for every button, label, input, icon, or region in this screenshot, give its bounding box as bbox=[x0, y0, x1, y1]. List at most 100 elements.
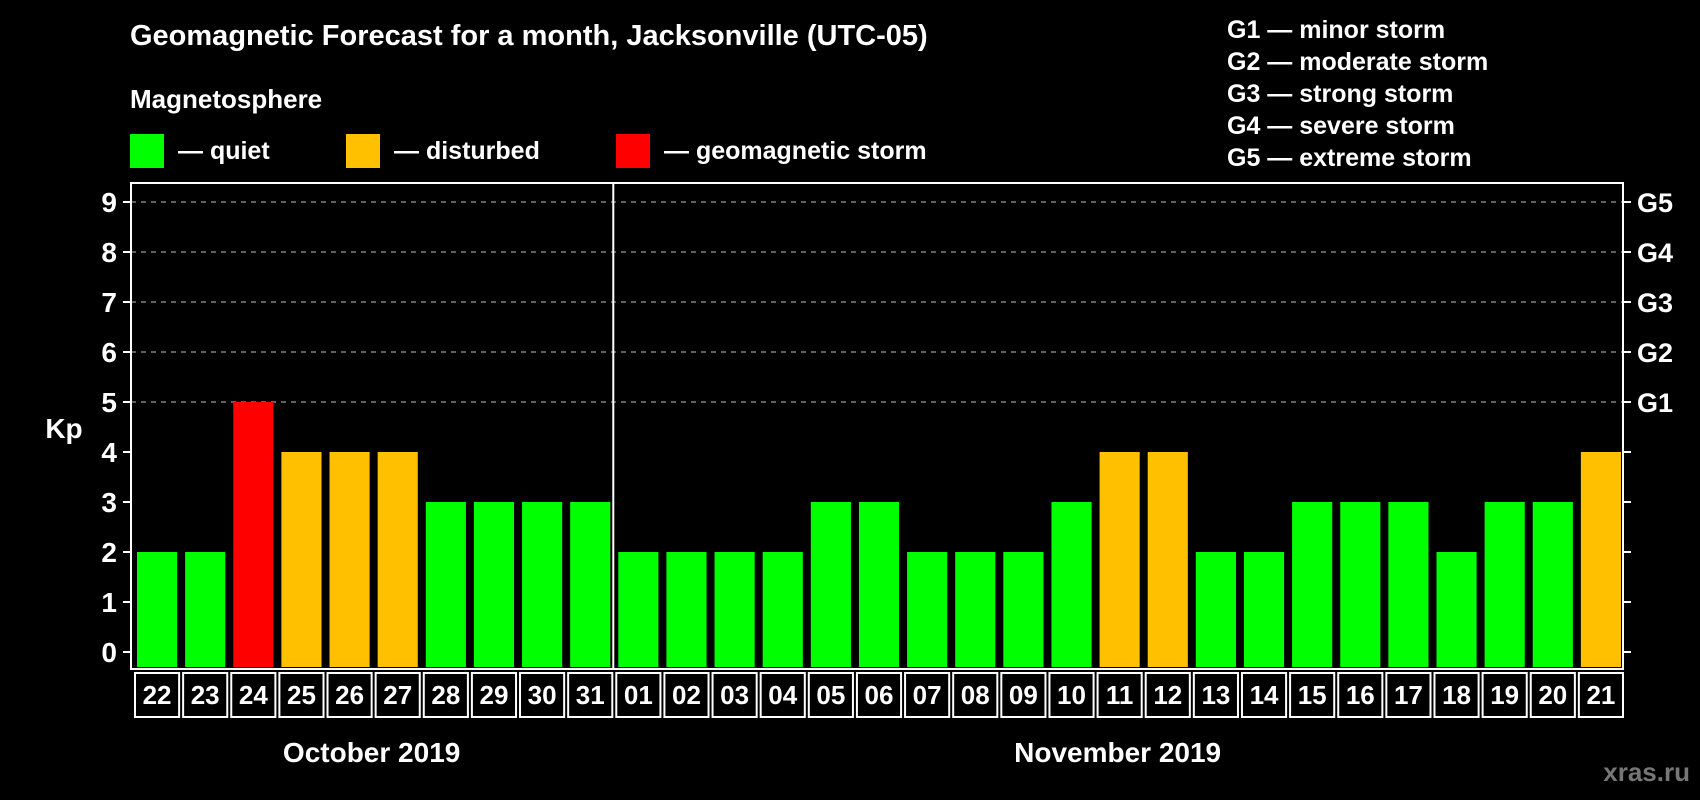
date-cell bbox=[1385, 672, 1432, 718]
y-axis-label: Kp bbox=[45, 413, 82, 444]
date-label-01: 01 bbox=[624, 680, 653, 710]
date-cell bbox=[470, 672, 518, 718]
bar-12 bbox=[1147, 452, 1188, 667]
axes bbox=[123, 182, 1631, 718]
plot-frame bbox=[130, 182, 1624, 670]
bar-01 bbox=[618, 552, 659, 667]
bar-14 bbox=[1243, 552, 1285, 667]
y-tick-label: 8 bbox=[101, 237, 117, 268]
grid-lines bbox=[131, 201, 1623, 403]
bar-22 bbox=[137, 552, 178, 667]
bar-11 bbox=[1099, 452, 1140, 667]
date-label-10: 10 bbox=[1057, 680, 1086, 710]
y-tick-label: 3 bbox=[101, 487, 117, 518]
bar-10 bbox=[1051, 502, 1092, 667]
bar-04 bbox=[762, 552, 803, 667]
date-label-26: 26 bbox=[335, 680, 364, 710]
legend-item-quiet: — quiet bbox=[130, 134, 270, 168]
date-cell bbox=[711, 672, 758, 718]
storm-legend-g4: G4 — severe storm bbox=[1227, 112, 1455, 140]
bar-23 bbox=[185, 552, 226, 667]
storm-level-label-g5: G5 bbox=[1637, 188, 1673, 218]
y-tick-label: 1 bbox=[101, 587, 117, 618]
date-cell bbox=[1048, 672, 1095, 718]
bar-20 bbox=[1532, 502, 1573, 667]
date-cell bbox=[1240, 672, 1288, 718]
bar-08 bbox=[955, 552, 996, 667]
date-cell bbox=[759, 672, 806, 718]
date-cell bbox=[1096, 672, 1143, 718]
legend-item-disturbed: — disturbed bbox=[346, 134, 540, 168]
y-tick-label: 2 bbox=[101, 537, 117, 568]
bar-31 bbox=[570, 502, 611, 667]
date-cell bbox=[567, 672, 614, 718]
date-label-15: 15 bbox=[1298, 680, 1327, 710]
date-cell bbox=[1337, 672, 1384, 718]
storm-scale-legend: G1 — minor storm G2 — moderate storm G3 … bbox=[1227, 14, 1488, 174]
date-cell bbox=[422, 672, 469, 718]
bar-15 bbox=[1292, 502, 1333, 667]
date-cell bbox=[1000, 672, 1047, 718]
date-label-23: 23 bbox=[191, 680, 220, 710]
legend-swatch-storm bbox=[616, 134, 650, 168]
date-cell bbox=[1529, 672, 1576, 718]
storm-legend-g5: G5 — extreme storm bbox=[1227, 144, 1472, 172]
storm-level-label-g2: G2 bbox=[1637, 338, 1673, 368]
date-label-04: 04 bbox=[768, 680, 797, 710]
date-cell bbox=[1577, 672, 1625, 718]
y-tick-label: 6 bbox=[101, 337, 117, 368]
date-cell bbox=[134, 672, 181, 718]
y-tick-label: 7 bbox=[101, 287, 117, 318]
date-cell bbox=[1144, 672, 1191, 718]
y-tick-label: 5 bbox=[101, 387, 117, 418]
date-cell bbox=[278, 672, 325, 718]
legend-swatch-quiet bbox=[130, 134, 164, 168]
date-label-18: 18 bbox=[1442, 680, 1471, 710]
date-label-22: 22 bbox=[143, 680, 172, 710]
date-label-31: 31 bbox=[576, 680, 605, 710]
date-cell bbox=[952, 672, 999, 718]
date-label-03: 03 bbox=[720, 680, 749, 710]
date-label-08: 08 bbox=[961, 680, 990, 710]
chart-title: Geomagnetic Forecast for a month, Jackso… bbox=[130, 20, 928, 52]
date-label-06: 06 bbox=[865, 680, 894, 710]
storm-level-label-g1: G1 bbox=[1637, 388, 1673, 418]
legend-label-storm: — geomagnetic storm bbox=[664, 136, 927, 165]
date-cell bbox=[1289, 672, 1336, 718]
bar-02 bbox=[666, 552, 707, 667]
legend-label-quiet: — quiet bbox=[178, 136, 270, 165]
bar-21 bbox=[1580, 452, 1621, 667]
storm-legend-g2: G2 — moderate storm bbox=[1227, 48, 1489, 76]
legend-swatch-disturbed bbox=[346, 134, 380, 168]
bar-25 bbox=[281, 452, 322, 667]
date-label-09: 09 bbox=[1009, 680, 1038, 710]
bar-29 bbox=[473, 502, 515, 667]
date-label-07: 07 bbox=[913, 680, 942, 710]
date-label-13: 13 bbox=[1201, 680, 1230, 710]
date-cell bbox=[1192, 672, 1239, 718]
storm-level-label-g3: G3 bbox=[1637, 288, 1673, 318]
date-cell bbox=[230, 672, 277, 718]
date-label-17: 17 bbox=[1394, 680, 1423, 710]
date-label-28: 28 bbox=[431, 680, 460, 710]
date-label-27: 27 bbox=[383, 680, 412, 710]
bar-19 bbox=[1484, 502, 1525, 667]
date-label-16: 16 bbox=[1346, 680, 1375, 710]
bar-30 bbox=[522, 502, 563, 667]
date-cell bbox=[1433, 672, 1480, 718]
y-tick-label: 9 bbox=[101, 187, 117, 218]
date-label-20: 20 bbox=[1538, 680, 1567, 710]
bar-09 bbox=[1003, 552, 1044, 667]
date-cell bbox=[1481, 672, 1528, 718]
date-cell bbox=[326, 672, 373, 718]
date-label-25: 25 bbox=[287, 680, 316, 710]
bar-17 bbox=[1388, 502, 1429, 667]
bar-06 bbox=[858, 502, 900, 667]
date-cell bbox=[519, 672, 566, 718]
storm-legend-g1: G1 — minor storm bbox=[1227, 16, 1446, 44]
storm-legend-g3: G3 — strong storm bbox=[1227, 80, 1454, 108]
date-label-19: 19 bbox=[1490, 680, 1519, 710]
month-label-1: November 2019 bbox=[1014, 737, 1221, 768]
date-label-24: 24 bbox=[239, 680, 268, 710]
